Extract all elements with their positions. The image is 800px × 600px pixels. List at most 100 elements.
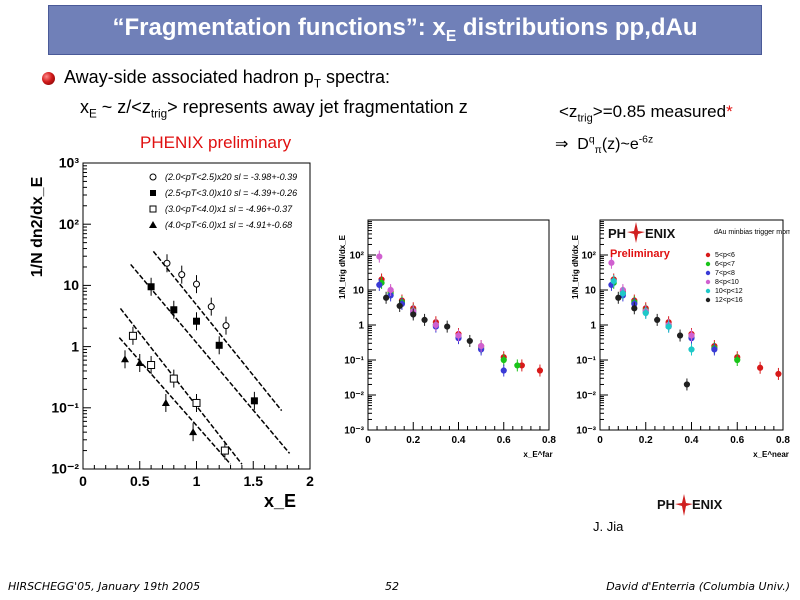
phenix-logo: PH ENIX [657, 494, 723, 516]
legend-label: 8<p<10 [715, 279, 739, 286]
data-point [410, 311, 417, 318]
y-axis-label: 1/N_trig dN/dx_E [571, 234, 580, 299]
legend-label: 12<p<16 [715, 297, 743, 304]
y-tick-label: 10⁻² [344, 390, 364, 401]
data-point [683, 381, 691, 388]
data-point [432, 321, 439, 329]
x-tick-label: 0 [365, 435, 371, 446]
y-tick-label: 10⁻² [576, 390, 596, 401]
data-point [500, 367, 507, 374]
fragmentation-formula: ⇒ Dqπ(z)~e-6z [555, 134, 654, 157]
data-point [120, 355, 129, 363]
x-tick-label: 0.2 [639, 435, 653, 446]
data-point [215, 341, 223, 349]
x-tick-label: 0 [597, 435, 603, 446]
data-point [383, 294, 390, 301]
y-tick-label: 10² [59, 216, 80, 232]
data-point [631, 305, 638, 312]
fit-line [152, 250, 283, 412]
legend-label: (2.5<pT<3.0)x10 sl = -4.39+-0.26 [165, 188, 297, 198]
data-point [178, 271, 186, 279]
data-point [387, 286, 394, 294]
data-point [619, 290, 626, 297]
data-point [466, 337, 473, 345]
data-point [734, 356, 741, 364]
bullet-icon [42, 72, 55, 85]
logo-text-enix: ENIX [645, 226, 676, 241]
data-point [642, 309, 649, 317]
x-tick-label: 0.6 [497, 435, 511, 446]
y-axis-label-text: 1/N_trig dN/dx_E [338, 234, 347, 299]
legend-marker [705, 270, 711, 276]
data-point [444, 323, 451, 330]
y-axis-label: 1/N dn2/dx_E [29, 176, 46, 277]
data-point [193, 280, 200, 288]
y-tick-label: 10² [582, 250, 597, 261]
data-point [189, 428, 198, 436]
legend-label: 10<p<12 [715, 288, 743, 295]
y-axis-label: 1/N_trig dN/dx_E [338, 234, 347, 299]
data-point [396, 302, 403, 310]
legend-label: 5<p<6 [715, 252, 735, 259]
data-point [161, 398, 170, 406]
phenix-preliminary-label: PHENIX preliminary [140, 133, 292, 152]
data-point [608, 259, 615, 266]
y-tick-label: 1 [71, 338, 79, 354]
near-side-xe-chart: 0 0.2 0.4 0.6 0.8 10⁻³ 10⁻² 10⁻¹ 1 10 10²1/N_trig … [568, 212, 790, 467]
data-point [376, 281, 383, 288]
y-tick-label: 1 [590, 320, 596, 331]
data-point [250, 397, 258, 405]
data-point [711, 346, 718, 353]
legend-title: dAu minbias trigger momentum [714, 229, 790, 236]
legend-marker [705, 252, 711, 258]
y-tick-label: 10² [350, 250, 365, 261]
x-tick-label: 2 [306, 473, 314, 489]
legend-label: 6<p<7 [715, 261, 735, 268]
x-axis-label: x_E [264, 491, 296, 511]
data-point [163, 259, 171, 267]
fit-line [130, 263, 291, 454]
footer-page-number: 52 [385, 580, 399, 593]
x-tick-label: 0.2 [406, 435, 420, 446]
legend-label: (2.0<pT<2.5)x20 sl = -3.98+-0.39 [165, 172, 297, 182]
footer-author: David d'Enterria (Columbia Univ.) [606, 580, 790, 593]
y-tick-label: 10⁻³ [576, 425, 596, 436]
data-point [207, 303, 215, 311]
y-tick-label: 10⁻¹ [51, 399, 79, 415]
logo-text-enix: ENIX [692, 497, 723, 512]
away-side-xe-chart: 0 0.2 0.4 0.6 0.8 10⁻³ 10⁻² 10⁻¹ 1 10 10²1/N_trig … [333, 212, 561, 467]
legend-marker [705, 279, 711, 285]
data-point [775, 370, 782, 378]
data-point [536, 367, 544, 374]
y-tick-label: 10 [353, 285, 365, 296]
ztrig-measured-text: <ztrig>=0.85 measured* [559, 102, 733, 125]
data-point [222, 322, 230, 330]
x-tick-label: 0.4 [452, 435, 466, 446]
data-point [676, 332, 684, 339]
slide-title-bar: “Fragmentation functions”: xE distributi… [48, 5, 762, 55]
x-tick-label: 0.6 [730, 435, 744, 446]
footer-conference: HIRSCHEGG'05, January 19th 2005 [8, 580, 201, 593]
legend-marker [149, 205, 157, 213]
x-tick-label: 1 [193, 473, 201, 489]
data-point [610, 277, 617, 285]
data-point [688, 332, 695, 339]
data-point [688, 346, 695, 353]
data-point [514, 362, 521, 369]
y-tick-label: 10⁻³ [344, 425, 364, 436]
y-tick-label: 10³ [59, 155, 80, 171]
legend-label: (3.0<pT<4.0)x1 sl = -4.96+-0.37 [165, 204, 293, 214]
fit-line [118, 337, 232, 465]
x-tick-label: 1.5 [244, 473, 264, 489]
xe-distribution-chart: 0 0.5 1 1.5 2 10⁻² 10⁻¹ 1 10 10² 10³ 1/N dn2/dx_E x_… [10, 155, 322, 525]
y-tick-label: 10 [63, 277, 79, 293]
data-point [376, 253, 383, 260]
logo-text-ph: PH [657, 497, 675, 512]
xe-definition-text: xE ~ z/<ztrig> represents away jet fragm… [80, 97, 468, 121]
legend-label: (4.0<pT<6.0)x1 sl = -4.91+-0.68 [165, 220, 292, 230]
y-tick-label: 10⁻² [51, 461, 79, 477]
legend-marker [150, 190, 156, 196]
data-point [128, 331, 137, 340]
data-point [455, 332, 462, 339]
data-point [421, 316, 428, 323]
